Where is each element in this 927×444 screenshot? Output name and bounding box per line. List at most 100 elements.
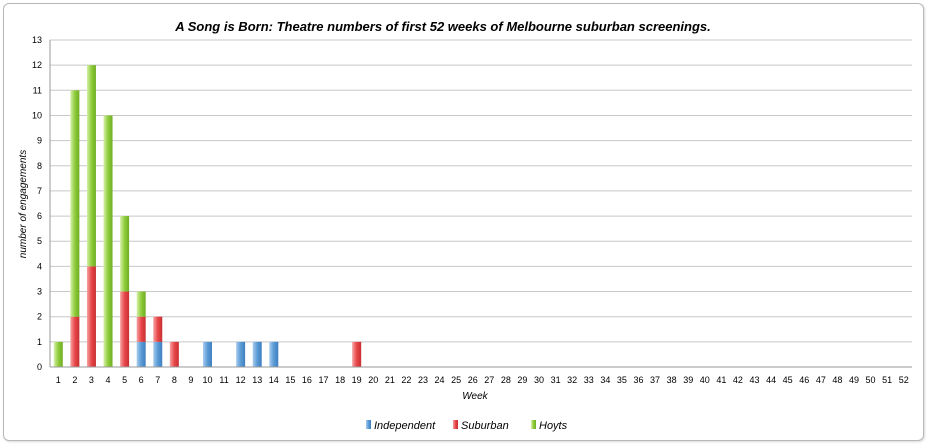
x-tick-label: 13 bbox=[252, 375, 262, 385]
x-tick-label: 48 bbox=[832, 375, 842, 385]
bar-suburban-week-2 bbox=[70, 316, 80, 367]
y-tick-label: 6 bbox=[37, 211, 42, 221]
x-tick-label: 50 bbox=[866, 375, 876, 385]
y-tick-label: 9 bbox=[37, 136, 42, 146]
x-tick-label: 39 bbox=[683, 375, 693, 385]
x-tick-label: 41 bbox=[716, 375, 726, 385]
axes bbox=[49, 40, 912, 368]
x-tick-label: 4 bbox=[106, 375, 111, 385]
x-tick-label: 8 bbox=[172, 375, 177, 385]
bar-hoyts-week-3 bbox=[86, 65, 96, 267]
x-tick-label: 36 bbox=[633, 375, 643, 385]
y-tick-label: 3 bbox=[37, 287, 42, 297]
legend-item-independent: Independent bbox=[366, 420, 436, 432]
bar-hoyts-week-6 bbox=[136, 291, 146, 317]
x-tick-label: 1 bbox=[56, 375, 61, 385]
bar-suburban-week-8 bbox=[169, 341, 179, 367]
x-tick-label: 23 bbox=[418, 375, 428, 385]
x-tick-label: 7 bbox=[155, 375, 160, 385]
chart-frame bbox=[3, 3, 924, 441]
bar-hoyts-week-2 bbox=[70, 90, 80, 317]
x-tick-label: 3 bbox=[89, 375, 94, 385]
bar-suburban-week-7 bbox=[153, 316, 163, 342]
x-tick-label: 44 bbox=[766, 375, 776, 385]
bar-independent-week-13 bbox=[252, 341, 262, 367]
x-tick-label: 32 bbox=[567, 375, 577, 385]
x-tick-label: 15 bbox=[285, 375, 295, 385]
x-tick-label: 28 bbox=[501, 375, 511, 385]
x-axis-label: Week bbox=[462, 391, 488, 402]
bar-independent-week-14 bbox=[269, 341, 279, 367]
x-tick-label: 31 bbox=[551, 375, 561, 385]
legend: Independent Suburban Hoyts bbox=[366, 420, 568, 432]
y-tick-label: 8 bbox=[37, 161, 42, 171]
x-tick-label: 34 bbox=[600, 375, 610, 385]
y-tick-label: 5 bbox=[37, 236, 42, 246]
y-tick-label: 7 bbox=[37, 186, 42, 196]
x-tick-label: 9 bbox=[188, 375, 193, 385]
bar-suburban-week-5 bbox=[120, 291, 130, 367]
chart-title: A Song is Born: Theatre numbers of first… bbox=[174, 19, 711, 34]
x-tick-label: 37 bbox=[650, 375, 660, 385]
y-tick-label: 11 bbox=[33, 85, 42, 95]
x-tick-label: 38 bbox=[667, 375, 677, 385]
bar-suburban-week-19 bbox=[352, 341, 362, 367]
x-tick-labels: 1 2 3 4 5 6 7 8 9 10 11 12 13 14 15 16 17 18 19 20 21 22 23 24 2… bbox=[56, 375, 909, 385]
bar-hoyts-week-4 bbox=[103, 115, 113, 367]
bar-hoyts-week-5 bbox=[120, 216, 130, 292]
x-tick-label: 27 bbox=[484, 375, 494, 385]
x-tick-label: 2 bbox=[72, 375, 77, 385]
bar-independent-week-12 bbox=[236, 341, 246, 367]
x-tick-label: 6 bbox=[139, 375, 144, 385]
legend-swatch bbox=[366, 420, 371, 429]
bar-independent-week-7 bbox=[153, 341, 163, 367]
y-tick-label: 2 bbox=[37, 312, 42, 322]
x-tick-label: 21 bbox=[385, 375, 395, 385]
x-tick-label: 42 bbox=[733, 375, 743, 385]
x-tick-label: 24 bbox=[435, 375, 445, 385]
x-tick-label: 16 bbox=[302, 375, 312, 385]
bar-independent-week-6 bbox=[136, 341, 146, 367]
x-tick-label: 40 bbox=[700, 375, 710, 385]
x-tick-label: 51 bbox=[882, 375, 892, 385]
x-tick-label: 17 bbox=[319, 375, 329, 385]
x-tick-label: 20 bbox=[368, 375, 378, 385]
x-tick-label: 30 bbox=[534, 375, 544, 385]
legend-label: Hoyts bbox=[539, 420, 568, 432]
x-tick-label: 49 bbox=[849, 375, 859, 385]
bar-hoyts-week-1 bbox=[53, 341, 63, 367]
x-tick-label: 45 bbox=[783, 375, 793, 385]
x-tick-label: 5 bbox=[122, 375, 127, 385]
x-tick-label: 35 bbox=[617, 375, 627, 385]
x-tick-label: 10 bbox=[202, 375, 212, 385]
bar-suburban-week-3 bbox=[86, 266, 96, 367]
x-tick-label: 26 bbox=[468, 375, 478, 385]
gridlines bbox=[50, 39, 912, 343]
y-tick-label: 12 bbox=[32, 60, 42, 70]
x-tick-label: 22 bbox=[401, 375, 411, 385]
bars bbox=[53, 65, 362, 367]
x-tick-label: 29 bbox=[517, 375, 527, 385]
x-tick-label: 18 bbox=[335, 375, 345, 385]
legend-label: Independent bbox=[374, 420, 436, 432]
legend-label: Suburban bbox=[461, 420, 509, 432]
bar-suburban-week-6 bbox=[136, 316, 146, 342]
x-tick-label: 14 bbox=[269, 375, 279, 385]
legend-item-hoyts: Hoyts bbox=[531, 420, 568, 432]
y-tick-label: 13 bbox=[32, 35, 42, 45]
bar-independent-week-10 bbox=[202, 341, 212, 367]
x-tick-label: 12 bbox=[236, 375, 246, 385]
y-tick-label: 0 bbox=[37, 362, 42, 372]
y-axis-label: number of engagements bbox=[18, 150, 29, 258]
x-tick-label: 25 bbox=[451, 375, 461, 385]
x-tick-label: 33 bbox=[584, 375, 594, 385]
x-tick-label: 11 bbox=[219, 375, 228, 385]
x-tick-label: 46 bbox=[799, 375, 809, 385]
y-tick-label: 1 bbox=[37, 337, 42, 347]
y-tick-label: 10 bbox=[32, 110, 42, 120]
legend-swatch bbox=[531, 420, 536, 429]
legend-swatch bbox=[453, 420, 458, 429]
x-tick-label: 43 bbox=[750, 375, 760, 385]
